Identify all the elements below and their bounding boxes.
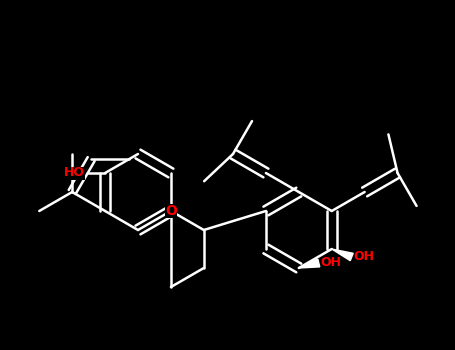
Text: OH: OH bbox=[321, 257, 342, 270]
Polygon shape bbox=[332, 249, 353, 261]
Text: OH: OH bbox=[354, 251, 375, 264]
Polygon shape bbox=[299, 259, 320, 268]
Text: HO: HO bbox=[64, 167, 85, 180]
Text: O: O bbox=[165, 204, 177, 218]
